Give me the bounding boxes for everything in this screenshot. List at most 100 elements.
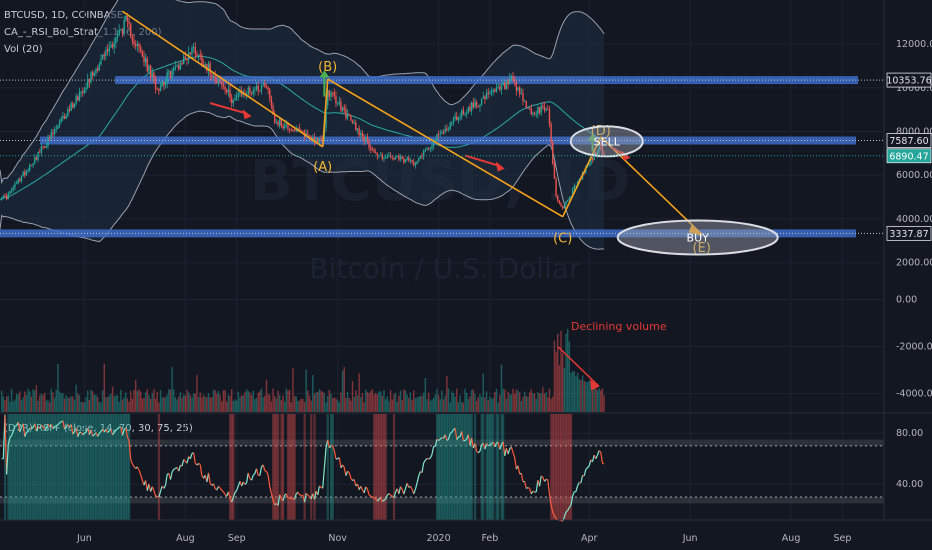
volume-bar	[603, 395, 605, 412]
strategy-indicator-legend[interactable]: CA_-_RSI_Bol_Strat_1.1 (6, 200)	[4, 27, 162, 38]
rsi-overbought-bar	[45, 414, 48, 520]
candle-body	[331, 92, 334, 94]
volume-bar	[494, 391, 496, 412]
volume-bar	[148, 395, 150, 412]
candle-body	[192, 47, 195, 48]
candle-body	[194, 47, 196, 55]
volume-bar	[128, 401, 130, 412]
volume-bar	[232, 401, 235, 412]
rsi-overbought-bar	[469, 414, 472, 520]
volume-bar	[255, 397, 258, 412]
rsi-segment	[567, 507, 570, 511]
candle-body	[469, 106, 471, 111]
candle-body	[345, 109, 347, 119]
volume-bar	[138, 389, 140, 412]
rsi-overbought-bar	[444, 414, 447, 520]
candle-body	[288, 128, 291, 130]
candle-body	[91, 72, 94, 76]
volume-bar	[578, 378, 580, 412]
volume-bar	[118, 401, 120, 412]
rsi-overbought-bar	[48, 414, 51, 520]
volume-bar	[161, 397, 163, 412]
rsi-oversold-bar	[275, 414, 278, 520]
candle-body	[118, 29, 120, 35]
volume-bar	[528, 392, 531, 412]
rsi-segment	[12, 425, 16, 432]
rsi-segment	[285, 493, 289, 498]
candle-body	[52, 132, 54, 135]
volume-bar	[492, 397, 494, 412]
rsi-overbought-bar	[103, 414, 106, 520]
rsi-segment	[158, 491, 162, 498]
rsi-segment	[356, 483, 360, 490]
rsi-overbought-bar	[91, 414, 94, 520]
candle-body	[571, 189, 574, 197]
rsi-overbought-bar	[63, 414, 66, 520]
volume-bar	[171, 367, 173, 412]
volume-bar	[345, 397, 347, 412]
volume-bar	[72, 396, 74, 412]
rsi-oversold-bar	[157, 414, 161, 520]
candle-body	[139, 46, 142, 52]
rsi-segment	[4, 415, 8, 475]
rsi-segment	[57, 422, 61, 426]
candle-body	[514, 79, 516, 83]
rsi-segment	[199, 464, 203, 476]
support-resistance-bands[interactable]	[0, 76, 884, 238]
volume-bar	[373, 394, 375, 412]
rsi-segment	[502, 441, 506, 456]
candle-body	[154, 78, 157, 89]
volume-bar	[368, 393, 370, 412]
candle-body	[113, 43, 115, 48]
volume-bar	[358, 373, 360, 412]
volume-bar	[391, 399, 393, 412]
candle-body	[320, 137, 322, 140]
rsi-segment	[9, 435, 13, 438]
rsi-overbought-bar	[449, 414, 452, 520]
volume-bar	[83, 402, 86, 412]
rsi-overbought-bar	[32, 414, 35, 520]
volume-bar	[159, 390, 162, 412]
rsi-segment	[532, 490, 535, 493]
wave-label: (C)	[553, 232, 572, 247]
rsi-oversold-bar	[230, 414, 233, 520]
rsi-oversold-bar	[556, 414, 559, 520]
rsi-indicator-legend[interactable]: (D7R) RSI+ (close, 14, 70, 30, 75, 25)	[4, 423, 193, 434]
rsi-segment	[153, 490, 157, 497]
symbol-legend[interactable]: BTCUSD, 1D, COINBASE	[4, 10, 124, 21]
candle-body	[161, 81, 163, 87]
volume-bar	[90, 389, 92, 412]
candle-body	[20, 176, 23, 182]
volume-bar	[331, 397, 334, 412]
rsi-segment	[307, 494, 310, 498]
rsi-oversold-bar	[565, 414, 568, 520]
candle-body	[53, 129, 56, 135]
rsi-segment	[121, 429, 125, 436]
volume-bar	[537, 392, 539, 412]
rsi-pane	[0, 414, 884, 522]
rsi-segment	[128, 440, 132, 460]
volume-bar	[305, 369, 307, 412]
volume-bar	[419, 395, 422, 412]
rsi-overbought-bar	[435, 414, 439, 520]
volume-bar	[351, 380, 354, 412]
volume-bar	[446, 375, 448, 412]
candle-body	[492, 89, 494, 92]
rsi-segment	[264, 470, 267, 472]
rsi-segment	[479, 444, 483, 452]
volume-bar	[277, 390, 279, 412]
rsi-oversold-bar	[376, 414, 379, 520]
rsi-overbought-bar	[88, 414, 91, 520]
candle-body	[527, 107, 529, 109]
candle-body	[270, 98, 273, 106]
volume-bar	[169, 389, 172, 412]
rsi-overbought-bar	[20, 414, 23, 520]
volume-bar	[356, 395, 359, 412]
candle-body	[197, 54, 200, 57]
volume-bar	[197, 396, 200, 412]
volume-indicator-legend[interactable]: Vol (20)	[4, 44, 43, 55]
candle-body	[591, 158, 594, 160]
volume-bar	[141, 398, 144, 412]
